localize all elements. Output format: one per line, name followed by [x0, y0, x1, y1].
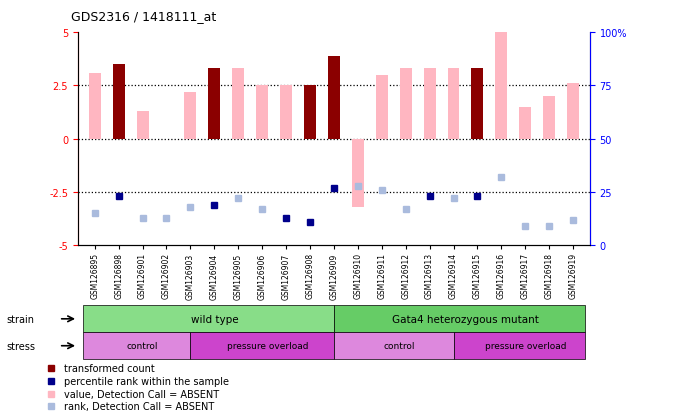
Text: transformed count: transformed count	[64, 363, 155, 373]
Text: pressure overload: pressure overload	[485, 342, 566, 350]
Bar	[471, 69, 483, 140]
Text: control: control	[127, 342, 158, 350]
Bar	[496, 33, 507, 140]
Text: value, Detection Call = ABSENT: value, Detection Call = ABSENT	[64, 389, 220, 399]
Bar	[567, 84, 579, 140]
Bar	[352, 140, 364, 207]
Text: percentile rank within the sample: percentile rank within the sample	[64, 376, 229, 386]
Bar	[447, 69, 460, 140]
Bar	[328, 57, 340, 140]
Bar	[519, 107, 532, 140]
Bar	[543, 97, 555, 140]
Bar	[83, 306, 334, 332]
Bar	[376, 76, 388, 140]
Bar	[89, 74, 101, 140]
Bar	[334, 332, 454, 359]
Bar	[208, 69, 220, 140]
Text: control: control	[384, 342, 416, 350]
Bar	[113, 65, 125, 140]
Bar	[280, 86, 292, 140]
Text: GDS2316 / 1418111_at: GDS2316 / 1418111_at	[71, 10, 216, 23]
Bar	[256, 86, 268, 140]
Bar	[83, 332, 191, 359]
Text: wild type: wild type	[191, 314, 238, 324]
Bar	[191, 332, 334, 359]
Bar	[184, 93, 197, 140]
Text: pressure overload: pressure overload	[227, 342, 309, 350]
Bar	[136, 112, 148, 140]
Text: stress: stress	[7, 341, 36, 351]
Bar	[424, 69, 435, 140]
Text: strain: strain	[7, 314, 35, 324]
Bar	[233, 69, 244, 140]
Bar	[334, 306, 585, 332]
Text: Gata4 heterozygous mutant: Gata4 heterozygous mutant	[392, 314, 539, 324]
Text: rank, Detection Call = ABSENT: rank, Detection Call = ABSENT	[64, 401, 215, 411]
Bar	[454, 332, 585, 359]
Bar	[304, 86, 316, 140]
Bar	[400, 69, 412, 140]
